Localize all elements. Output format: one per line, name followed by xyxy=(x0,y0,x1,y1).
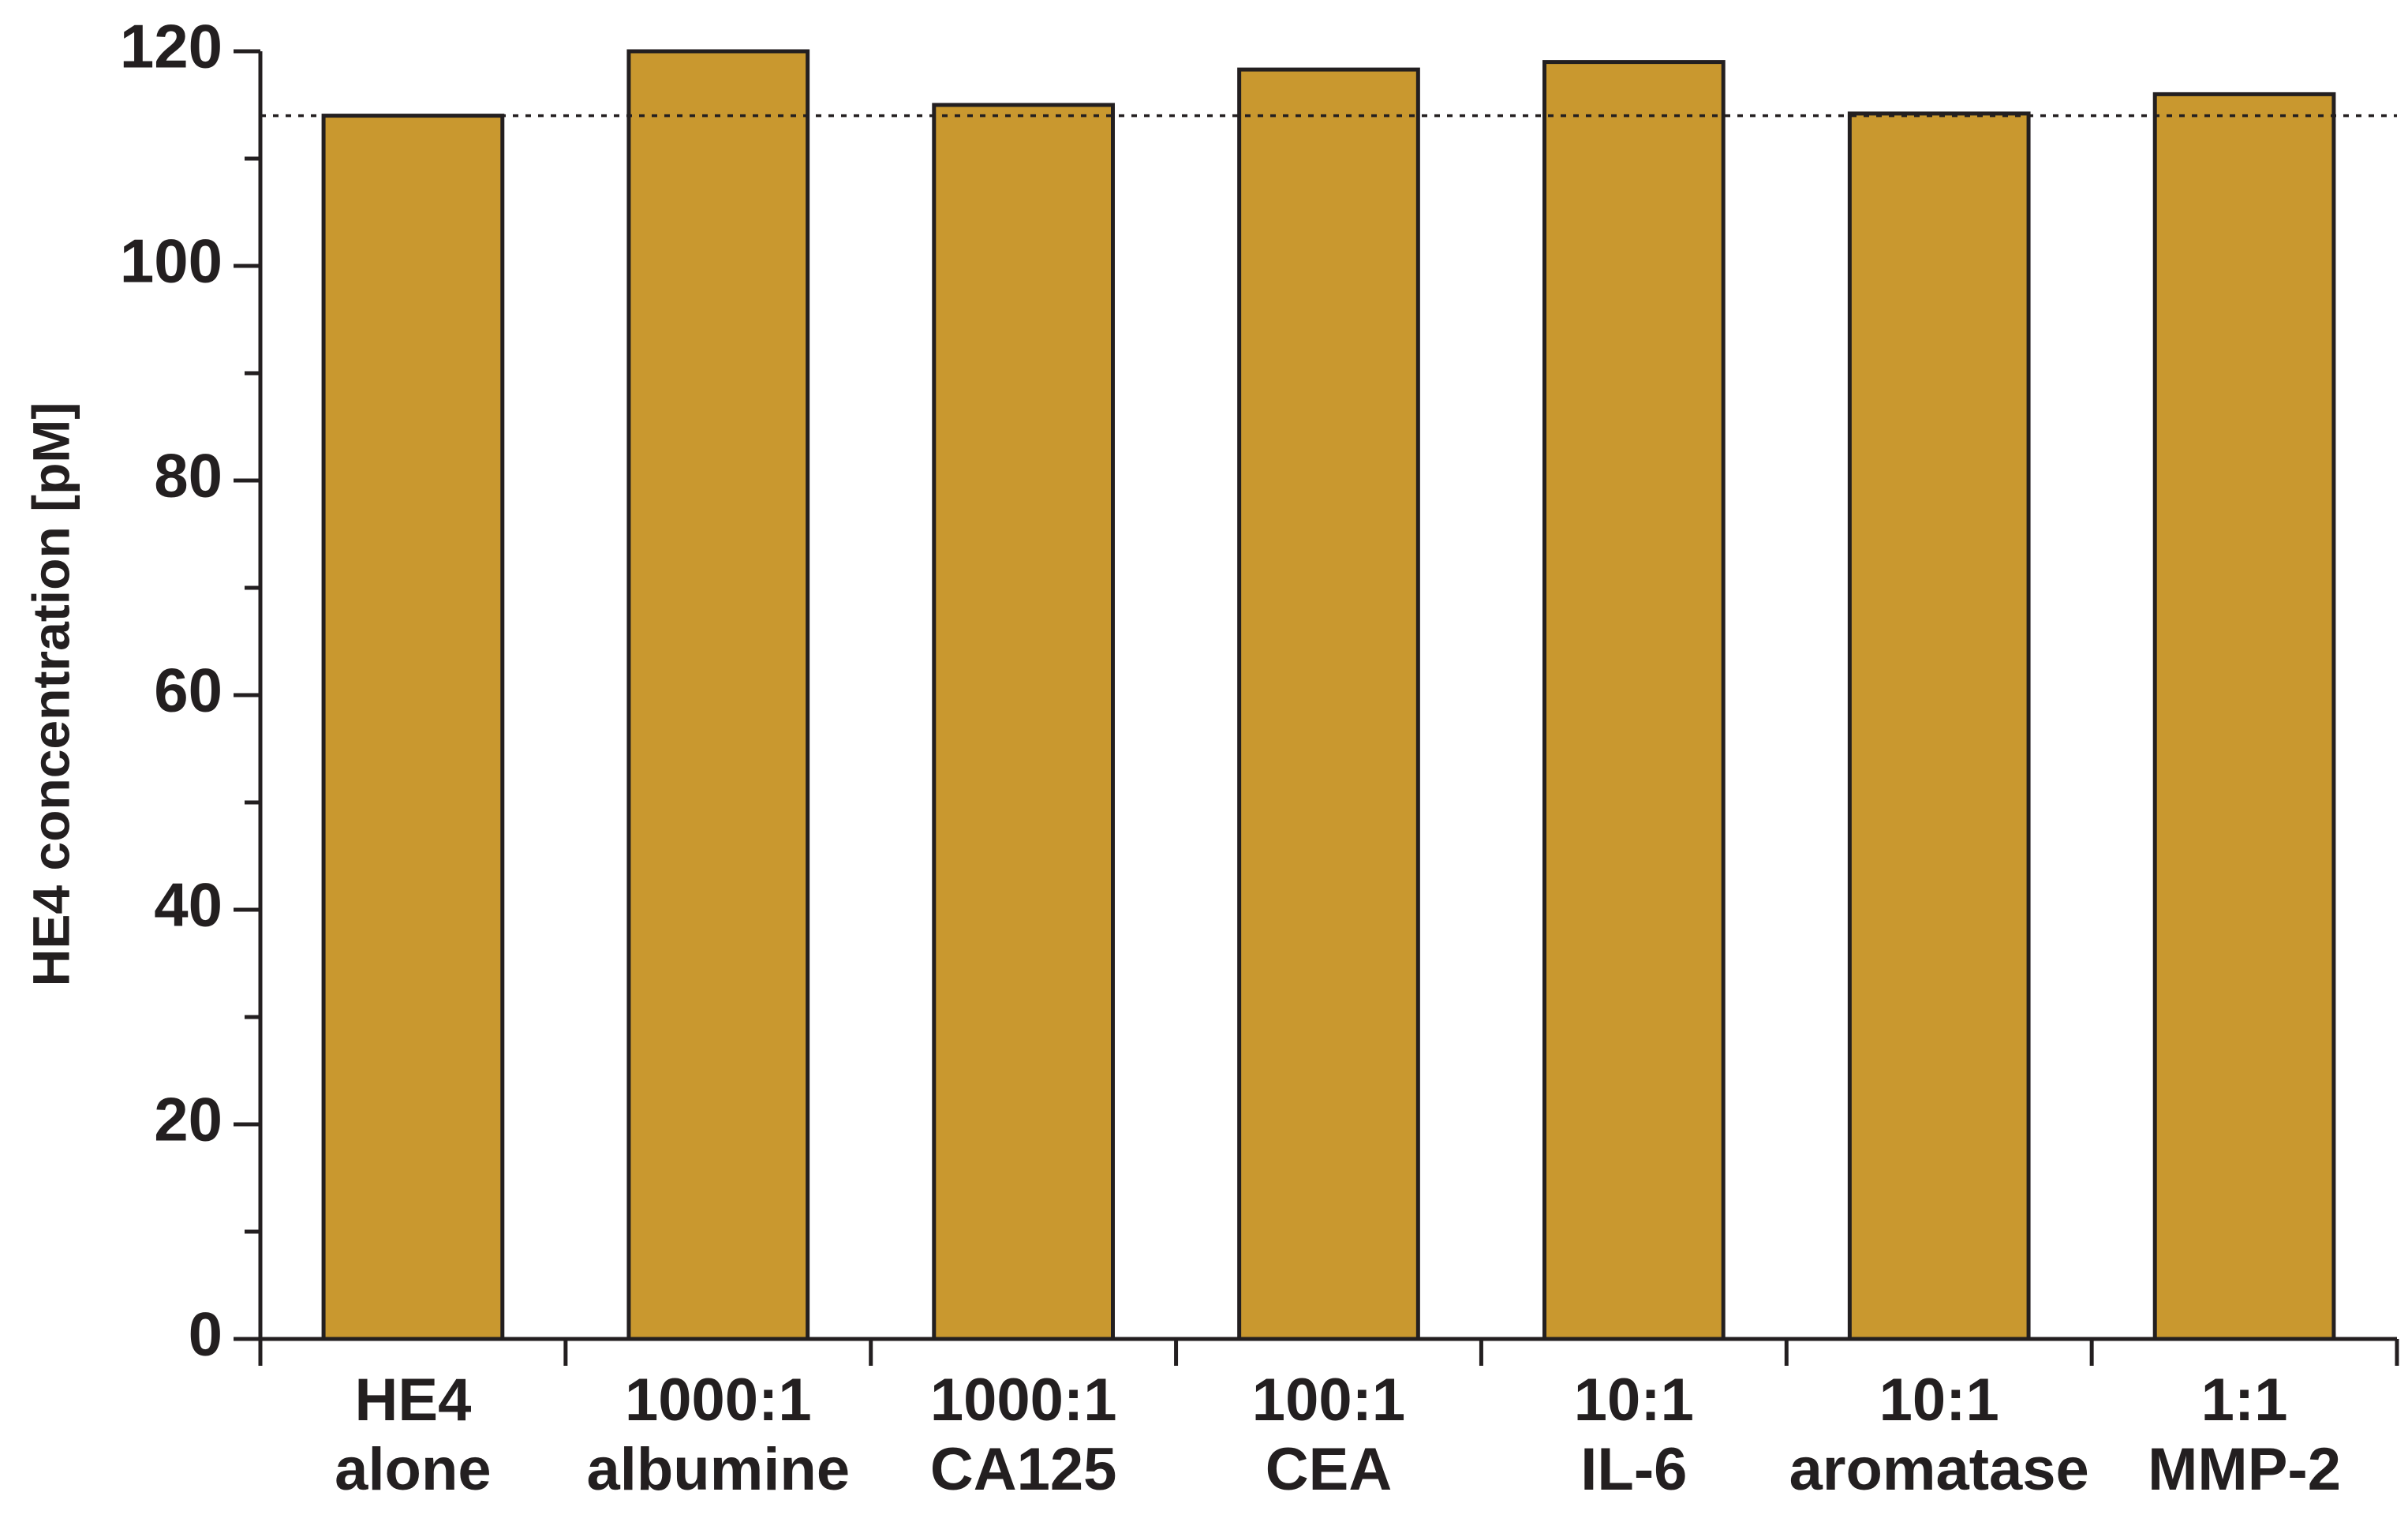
bar xyxy=(2152,92,2336,1341)
bar xyxy=(321,114,505,1341)
x-tick-label: HE4 alone xyxy=(335,1367,492,1503)
x-tick-label: 10:1 IL-6 xyxy=(1574,1367,1694,1503)
y-tick-label: 40 xyxy=(154,870,222,940)
x-tick-label: 10:1 aromatase xyxy=(1789,1367,2089,1503)
x-tick-label: 100:1 CEA xyxy=(1252,1367,1405,1503)
y-tick-label: 0 xyxy=(189,1299,222,1369)
x-tick-label: 1:1 MMP-2 xyxy=(2148,1367,2341,1503)
bar xyxy=(1237,67,1420,1341)
bar xyxy=(1542,60,1726,1341)
y-tick-label: 120 xyxy=(120,12,222,81)
y-tick-label: 100 xyxy=(120,226,222,296)
x-tick-label: 1000:1 albumine xyxy=(586,1367,850,1503)
bar xyxy=(932,103,1115,1341)
bar xyxy=(1847,111,2031,1341)
y-axis-label: HE4 concentration [pM] xyxy=(21,402,80,987)
bar xyxy=(626,49,810,1341)
x-tick-label: 1000:1 CA125 xyxy=(930,1367,1117,1503)
y-tick-label: 80 xyxy=(154,441,222,510)
y-tick-label: 60 xyxy=(154,656,222,725)
y-tick-label: 20 xyxy=(154,1085,222,1154)
